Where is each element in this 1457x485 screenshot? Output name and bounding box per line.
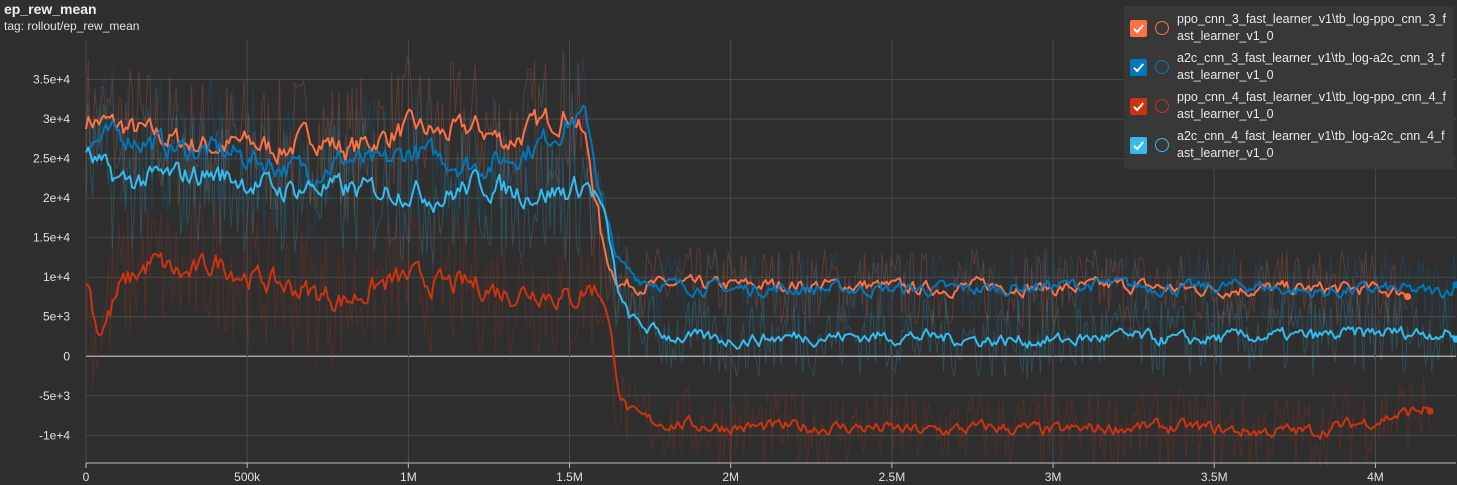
series-end-point-2 <box>1452 281 1457 289</box>
legend: ppo_cnn_3_fast_learner_v1\tb_log-ppo_cnn… <box>1124 6 1454 169</box>
series-raw-line-2 <box>85 55 1457 333</box>
smoothed-series-layer <box>85 104 1457 440</box>
legend-item[interactable]: a2c_cnn_4_fast_learner_v1\tb_log-a2c_cnn… <box>1124 126 1454 165</box>
series-circle-icon <box>1155 99 1169 113</box>
series-circle-icon <box>1155 138 1169 152</box>
y-tick-label: 3e+4 <box>43 112 70 126</box>
legend-item[interactable]: ppo_cnn_3_fast_learner_v1\tb_log-ppo_cnn… <box>1124 9 1454 48</box>
y-tick-label: 3.5e+4 <box>33 73 70 87</box>
series-end-point-3 <box>1426 407 1434 415</box>
y-tick-label: 1e+4 <box>43 270 70 284</box>
y-tick-label: 2.5e+4 <box>33 152 70 166</box>
legend-item[interactable]: ppo_cnn_4_fast_learner_v1\tb_log-ppo_cnn… <box>1124 87 1454 126</box>
y-tick-label: 5e+3 <box>43 310 70 324</box>
series-line-3 <box>85 252 1432 440</box>
x-tick-label: 2.5M <box>879 470 906 484</box>
chart-tag: tag: rollout/ep_rew_mean <box>4 19 140 33</box>
y-tick-label: 1.5e+4 <box>33 231 70 245</box>
checkbox-checked-icon[interactable] <box>1130 20 1147 37</box>
legend-label: ppo_cnn_4_fast_learner_v1\tb_log-ppo_cnn… <box>1177 90 1446 121</box>
y-tick-label: 0 <box>63 349 70 363</box>
axes: -1e+4 -5e+3 0 5e+3 1e+4 1.5e+4 2e+4 2.5e+4 3e+4 3… <box>33 73 1456 484</box>
legend-item[interactable]: a2c_cnn_3_fast_learner_v1\tb_log-a2c_cnn… <box>1124 48 1454 87</box>
series-line-1 <box>85 107 1409 300</box>
checkbox-checked-icon[interactable] <box>1130 59 1147 76</box>
checkbox-checked-icon[interactable] <box>1130 137 1147 154</box>
legend-label: a2c_cnn_4_fast_learner_v1\tb_log-a2c_cnn… <box>1177 129 1445 160</box>
y-tick-label: -5e+3 <box>39 389 70 403</box>
series-end-point-4 <box>1452 335 1457 343</box>
x-tick-label: 1M <box>400 470 417 484</box>
series-line-4 <box>85 146 1457 350</box>
series-circle-icon <box>1155 21 1169 35</box>
chart-title: ep_rew_mean <box>4 1 97 17</box>
x-tick-label: 0 <box>83 470 90 484</box>
checkbox-checked-icon[interactable] <box>1130 98 1147 115</box>
series-circle-icon <box>1155 60 1169 74</box>
x-tick-label: 500k <box>234 470 261 484</box>
x-tick-label: 1.5M <box>556 470 583 484</box>
legend-label: ppo_cnn_3_fast_learner_v1\tb_log-ppo_cnn… <box>1177 12 1446 43</box>
y-tick-label: -1e+4 <box>39 428 70 442</box>
series-end-point-1 <box>1404 293 1412 301</box>
y-tick-label: 2e+4 <box>43 191 70 205</box>
x-tick-label: 4M <box>1367 470 1384 484</box>
legend-label: a2c_cnn_3_fast_learner_v1\tb_log-a2c_cnn… <box>1177 51 1445 82</box>
x-tick-label: 3.5M <box>1201 470 1228 484</box>
x-tick-label: 3M <box>1045 470 1062 484</box>
x-tick-label: 2M <box>722 470 739 484</box>
